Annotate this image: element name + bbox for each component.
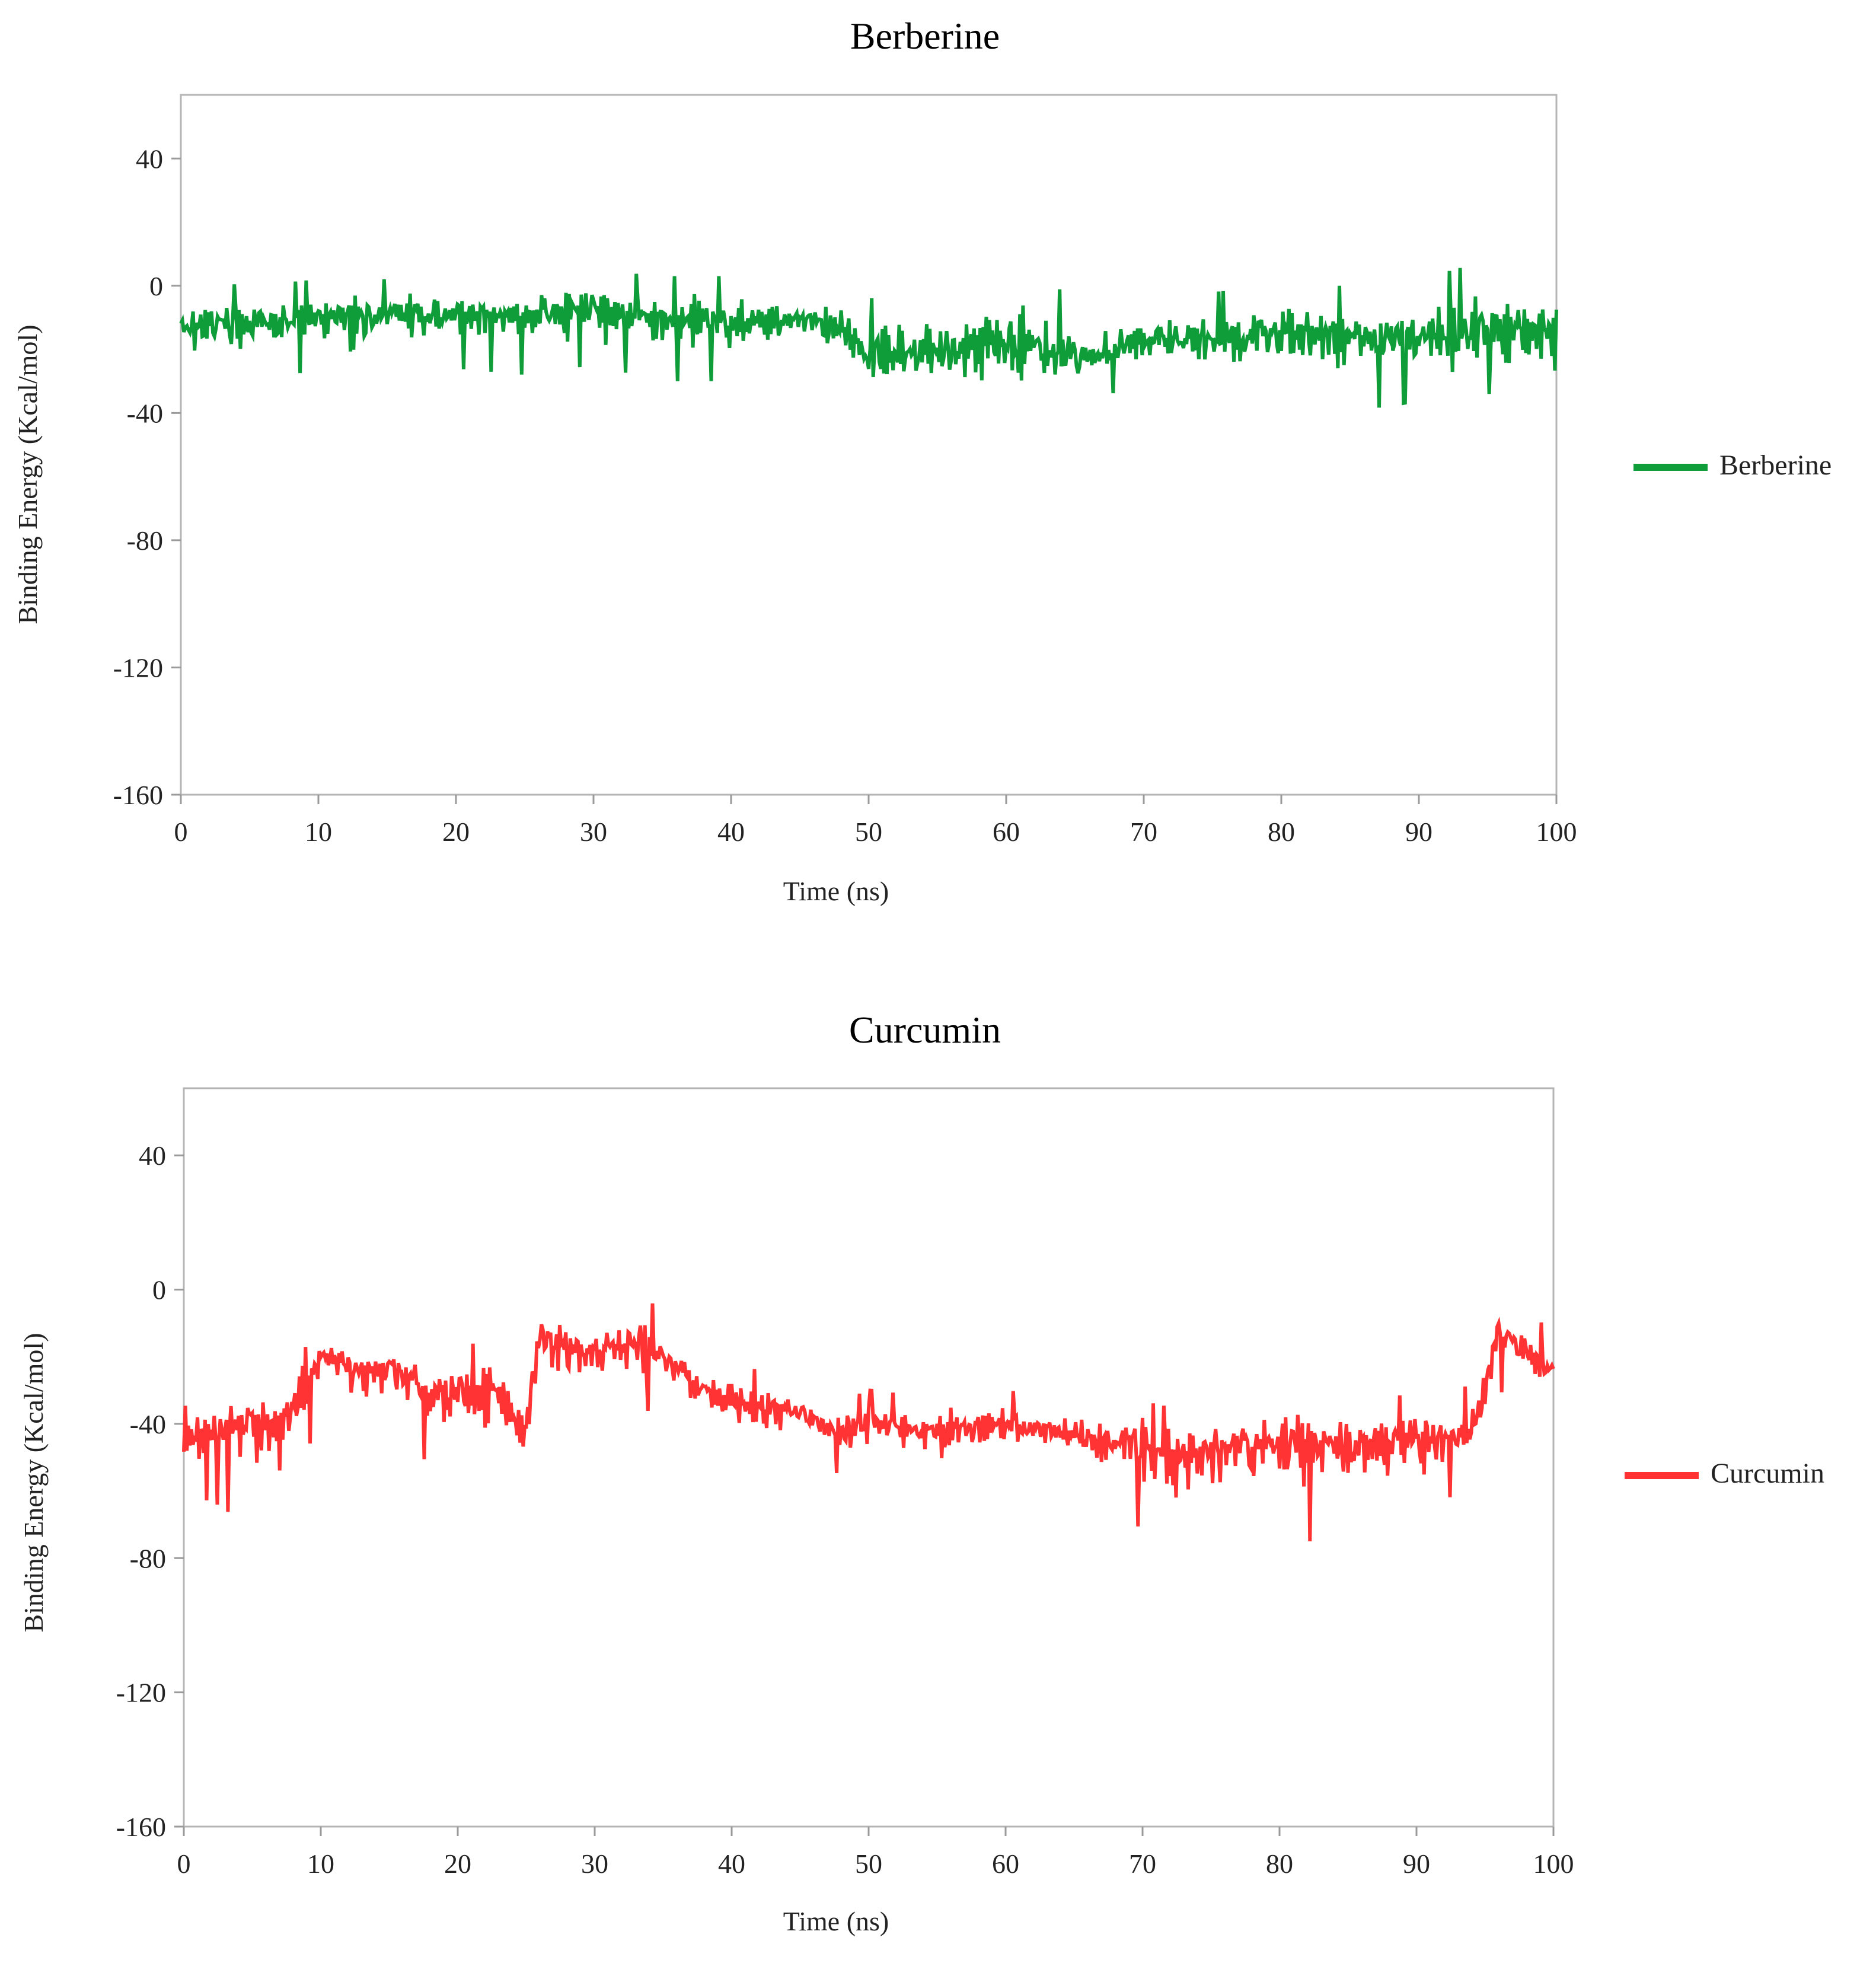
x-axis-label: Time (ns) — [783, 1906, 889, 1936]
y-tick-label: 0 — [149, 271, 163, 301]
x-tick-label: 0 — [174, 817, 188, 847]
berberine-chart: Berberine 0 10 20 30 40 50 60 70 80 90 100 40 0 -40 -8… — [12, 15, 1832, 906]
x-tick-label: 90 — [1403, 1849, 1430, 1879]
x-tick-label: 100 — [1536, 817, 1577, 847]
y-tick-label: 0 — [152, 1275, 166, 1305]
x-tick-label: 50 — [855, 1849, 882, 1879]
y-tick-label: -160 — [113, 780, 163, 810]
y-tick-label: -120 — [113, 652, 163, 683]
y-tick-label: -40 — [127, 398, 163, 428]
x-tick-label: 100 — [1533, 1849, 1574, 1879]
legend: Curcumin — [1625, 1458, 1824, 1489]
y-tick-label: -80 — [130, 1543, 166, 1573]
series-line — [182, 1303, 1555, 1542]
y-tick-label: -120 — [116, 1678, 166, 1708]
chart-title: Curcumin — [849, 1009, 1001, 1051]
x-tick-label: 60 — [993, 817, 1020, 847]
legend-label: Curcumin — [1711, 1458, 1824, 1489]
y-tick-label: -80 — [127, 525, 163, 556]
series-group — [182, 1303, 1555, 1542]
x-tick-label: 80 — [1268, 817, 1295, 847]
axis-ticks: 0 10 20 30 40 50 60 70 80 90 100 40 0 -40 -80 -120 -160 — [113, 144, 1577, 847]
x-tick-label: 70 — [1129, 1849, 1156, 1879]
series-line — [179, 267, 1558, 408]
x-tick-label: 10 — [307, 1849, 334, 1879]
x-tick-label: 0 — [177, 1849, 191, 1879]
plot-area — [183, 1087, 1555, 1828]
series-group — [179, 267, 1558, 408]
y-tick-label: -160 — [116, 1812, 166, 1842]
chart-title: Berberine — [850, 15, 1000, 57]
x-tick-label: 40 — [717, 817, 745, 847]
x-axis-label: Time (ns) — [783, 876, 889, 906]
x-tick-label: 10 — [305, 817, 332, 847]
x-tick-label: 80 — [1266, 1849, 1293, 1879]
x-tick-label: 40 — [718, 1849, 745, 1879]
x-tick-label: 30 — [581, 1849, 608, 1879]
y-axis-label: Binding Energy (Kcal/mol) — [18, 1333, 49, 1632]
x-tick-label: 30 — [580, 817, 607, 847]
legend: Berberine — [1633, 450, 1832, 481]
legend-label: Berberine — [1719, 450, 1832, 481]
y-axis-label: Binding Energy (Kcal/mol) — [12, 324, 43, 624]
plot-area — [180, 94, 1558, 796]
x-tick-label: 20 — [444, 1849, 471, 1879]
curcumin-chart: Curcumin 0 10 20 30 40 50 60 70 80 90 100 40 0 -40 -80… — [18, 1009, 1824, 1936]
y-tick-label: 40 — [136, 144, 163, 174]
x-tick-label: 70 — [1130, 817, 1157, 847]
y-tick-label: 40 — [139, 1140, 166, 1171]
x-tick-label: 50 — [855, 817, 882, 847]
axis-ticks: 0 10 20 30 40 50 60 70 80 90 100 40 0 -40 -80 -120 -160 — [116, 1140, 1574, 1879]
x-tick-label: 60 — [992, 1849, 1019, 1879]
y-tick-label: -40 — [130, 1409, 166, 1439]
x-tick-label: 90 — [1405, 817, 1432, 847]
x-tick-label: 20 — [442, 817, 470, 847]
